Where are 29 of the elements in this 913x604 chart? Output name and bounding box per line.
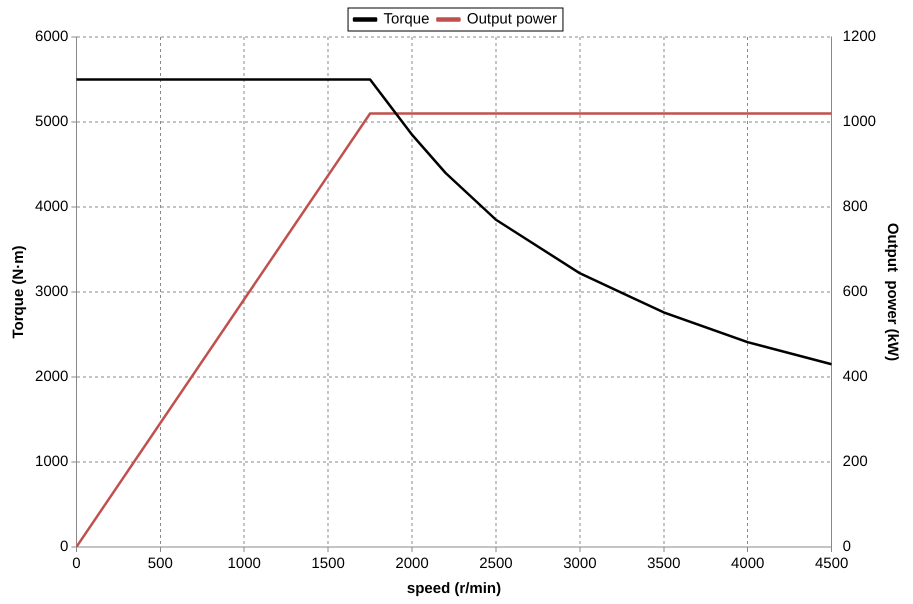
y-tick-label: 0 xyxy=(60,538,68,556)
y2-tick-label: 1200 xyxy=(842,28,876,46)
x-tick-label: 3500 xyxy=(647,555,680,572)
x-tick-label: 1500 xyxy=(311,555,345,572)
x-tick-label: 0 xyxy=(72,555,81,572)
x-tick-label: 2500 xyxy=(479,555,513,572)
y2-tick-label: 800 xyxy=(842,198,868,216)
x-axis-title: speed (r/min) xyxy=(406,580,502,598)
y2-axis-title: Output power (kW) xyxy=(884,222,901,362)
y-tick-label: 3000 xyxy=(34,283,68,300)
y2-tick-label: 1000 xyxy=(842,113,876,130)
legend-label: Torque xyxy=(384,10,430,28)
y-tick-label: 6000 xyxy=(34,28,68,46)
y-tick-label: 4000 xyxy=(34,198,68,216)
y-tick-label: 2000 xyxy=(34,368,68,386)
x-tick-label: 4500 xyxy=(814,555,848,572)
x-tick-label: 500 xyxy=(148,555,173,572)
y2-tick-label: 0 xyxy=(842,538,851,556)
x-tick-label: 3000 xyxy=(563,555,597,572)
y2-tick-label: 400 xyxy=(842,368,868,386)
y-tick-label: 1000 xyxy=(34,453,68,470)
y-tick-label: 5000 xyxy=(34,113,68,130)
x-tick-label: 2000 xyxy=(395,555,429,572)
y-axis-title: Torque (N·m) xyxy=(10,245,28,339)
y2-tick-label: 200 xyxy=(842,453,868,470)
y2-tick-label: 600 xyxy=(842,283,868,300)
x-tick-label: 1000 xyxy=(228,555,261,572)
legend-label: Output power xyxy=(466,10,557,28)
x-tick-label: 4000 xyxy=(731,555,764,572)
